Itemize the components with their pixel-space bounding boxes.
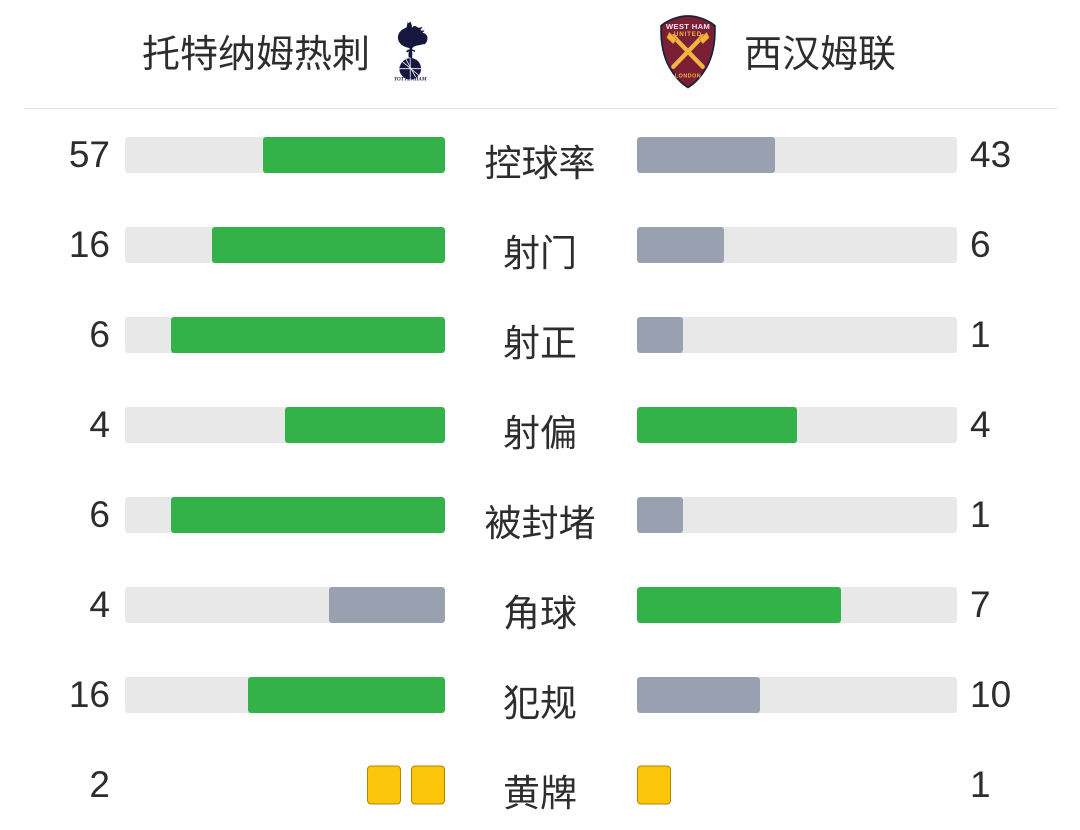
svg-text:TOTTENHAM: TOTTENHAM <box>394 76 427 82</box>
svg-text:LONDON: LONDON <box>675 73 701 79</box>
svg-text:UNITED: UNITED <box>674 31 702 38</box>
